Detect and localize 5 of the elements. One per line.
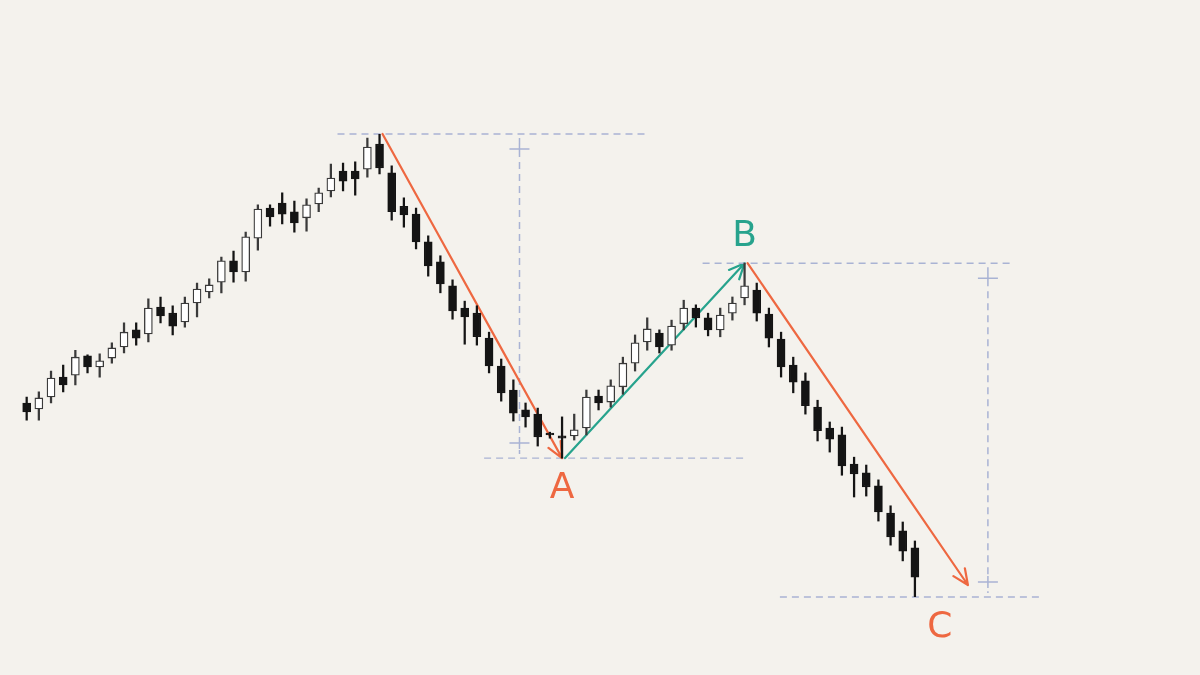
- candlestick: [521, 402, 530, 428]
- annotation: B: [732, 212, 757, 254]
- annotation: A: [549, 465, 575, 507]
- text: C: [927, 604, 953, 646]
- candlestick: [740, 262, 749, 306]
